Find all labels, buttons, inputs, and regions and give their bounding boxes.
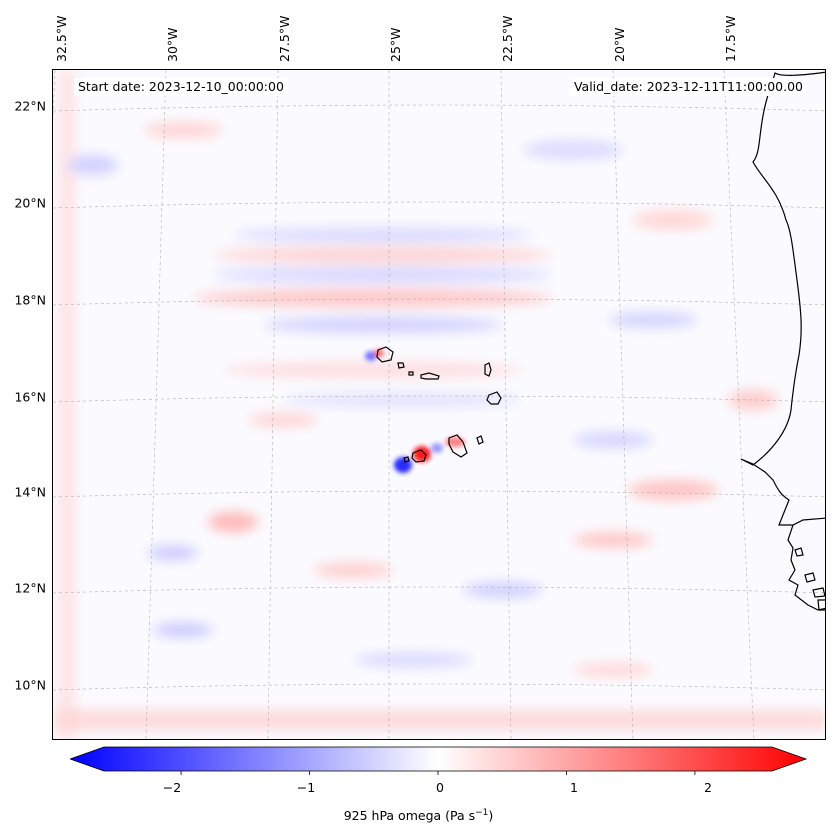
meridian-gridline bbox=[612, 70, 634, 739]
island bbox=[817, 599, 825, 611]
parallel-gridline bbox=[53, 490, 825, 498]
wave-band bbox=[213, 267, 553, 283]
lon-label-22-5w: 22.5°W bbox=[500, 15, 515, 62]
omega-field-map bbox=[53, 70, 825, 739]
meridian-gridline bbox=[53, 70, 56, 122]
lat-label-10n: 10°N bbox=[14, 677, 46, 693]
field-patch bbox=[248, 413, 318, 427]
island-sal bbox=[484, 362, 492, 377]
lon-label-17-5w: 17.5°W bbox=[723, 15, 738, 62]
lon-label-25w: 25°W bbox=[388, 27, 403, 62]
field-patch bbox=[353, 653, 473, 667]
meridian-gridline bbox=[145, 70, 167, 739]
colorbar bbox=[70, 746, 808, 775]
island-sao-vicente bbox=[397, 362, 405, 369]
boundary-strip-bottom bbox=[53, 710, 825, 730]
wave-band bbox=[233, 228, 533, 242]
parallel-gridline bbox=[53, 395, 825, 403]
field-patch bbox=[728, 390, 778, 410]
field-patch bbox=[313, 562, 393, 578]
field-patch bbox=[68, 155, 118, 175]
lat-label-20n: 20°N bbox=[14, 195, 46, 211]
island-dipoles bbox=[365, 349, 465, 473]
coastlines bbox=[376, 71, 825, 611]
colorbar-label-close: ) bbox=[488, 808, 494, 824]
colorbar-label-text: 925 hPa omega (Pa s bbox=[343, 808, 476, 824]
colorbar-gradient bbox=[70, 746, 808, 772]
parallel-gridline bbox=[53, 586, 825, 594]
island-maio bbox=[476, 435, 484, 445]
island-fogo bbox=[411, 449, 427, 463]
colorbar-label: 925 hPa omega (Pa s−1) bbox=[0, 808, 837, 823]
field-patch bbox=[523, 140, 623, 160]
start-date-label: Start date: 2023-12-10_00:00:00 bbox=[74, 78, 288, 96]
dipole-positive bbox=[413, 446, 431, 462]
field-patch bbox=[633, 210, 713, 230]
field-patch bbox=[153, 623, 213, 637]
map-panel bbox=[52, 69, 826, 740]
lat-label-12n: 12°N bbox=[14, 580, 46, 596]
colorbar-tick-label: 2 bbox=[704, 780, 712, 795]
lon-label-30w: 30°W bbox=[165, 27, 180, 62]
meridian-gridline bbox=[500, 70, 512, 739]
meridian-gridline bbox=[267, 70, 279, 739]
island bbox=[812, 587, 825, 598]
wave-band bbox=[193, 289, 553, 307]
lon-label-20w: 20°W bbox=[612, 27, 627, 62]
lon-label-27-5w: 27.5°W bbox=[277, 15, 292, 62]
dipole-positive bbox=[374, 349, 384, 357]
lon-label-32-5w: 32.5°W bbox=[54, 15, 69, 62]
island-santa-luzia bbox=[408, 371, 414, 376]
dipole-positive bbox=[445, 437, 465, 447]
field-patch bbox=[573, 432, 653, 448]
island bbox=[794, 547, 804, 557]
boundary-strip-left bbox=[58, 70, 76, 739]
parallel-gridline bbox=[53, 298, 825, 306]
colorbar-tick-label: −2 bbox=[162, 780, 182, 795]
lat-label-16n: 16°N bbox=[14, 389, 46, 405]
colorbar-tick-marks bbox=[180, 771, 696, 775]
wave-band bbox=[263, 317, 503, 333]
island-santo-antao bbox=[376, 346, 394, 363]
dipole-negative bbox=[365, 351, 377, 361]
island-boa-vista bbox=[486, 391, 502, 405]
map-gridlines bbox=[53, 70, 825, 739]
field-patch bbox=[573, 663, 653, 677]
colorbar-label-exponent: −1 bbox=[475, 808, 489, 818]
meridian-gridline bbox=[723, 70, 755, 739]
wave-band bbox=[223, 362, 523, 378]
field-patch bbox=[143, 122, 223, 138]
lat-label-22n: 22°N bbox=[14, 98, 46, 114]
valid-date-label: Valid_date: 2023-12-11T11:00:00.00 bbox=[569, 78, 807, 96]
colorbar-tick-label: −1 bbox=[296, 780, 316, 795]
omega-field bbox=[53, 70, 825, 739]
field-patch bbox=[463, 582, 543, 598]
island-brava bbox=[403, 456, 410, 463]
dipole-negative bbox=[394, 457, 412, 473]
africa-coastline bbox=[787, 524, 825, 611]
lat-label-14n: 14°N bbox=[14, 484, 46, 500]
field-patch bbox=[628, 480, 718, 500]
lat-label-18n: 18°N bbox=[14, 292, 46, 308]
wave-band bbox=[213, 247, 553, 263]
field-patch bbox=[208, 512, 258, 532]
island bbox=[804, 572, 816, 583]
island-santiago bbox=[448, 434, 468, 458]
parallel-gridline bbox=[53, 104, 825, 112]
field-patch bbox=[608, 312, 698, 328]
colorbar-tick-label: 1 bbox=[570, 780, 578, 795]
dipole-negative bbox=[431, 443, 443, 453]
colorbar-tick-label: 0 bbox=[436, 780, 444, 795]
island-sao-nicolau bbox=[420, 372, 440, 380]
parallel-gridline bbox=[53, 683, 825, 691]
field-patch bbox=[573, 532, 653, 548]
field-patch bbox=[148, 546, 198, 560]
africa-coastline bbox=[740, 71, 825, 526]
parallel-gridline bbox=[53, 201, 825, 209]
